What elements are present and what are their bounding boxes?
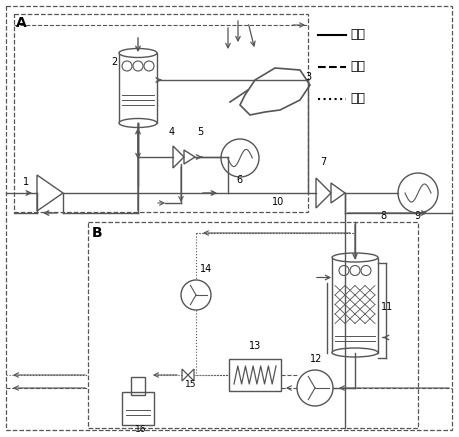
Bar bbox=[332, 257, 378, 353]
Text: 海水: 海水 bbox=[350, 60, 365, 73]
Text: 15: 15 bbox=[185, 380, 196, 389]
Text: A: A bbox=[16, 16, 27, 30]
Text: 3: 3 bbox=[305, 72, 311, 82]
Text: 空气: 空气 bbox=[350, 28, 365, 42]
Text: 10: 10 bbox=[272, 197, 284, 207]
Text: 13: 13 bbox=[249, 341, 261, 351]
Text: B: B bbox=[92, 226, 103, 240]
Bar bbox=[119, 53, 157, 123]
Text: 1: 1 bbox=[23, 177, 29, 187]
Ellipse shape bbox=[332, 348, 378, 357]
Text: 11: 11 bbox=[381, 302, 393, 312]
Text: 12: 12 bbox=[310, 354, 322, 364]
Ellipse shape bbox=[119, 49, 157, 58]
Bar bbox=[131, 377, 145, 395]
Text: 4: 4 bbox=[169, 127, 175, 137]
Text: 5: 5 bbox=[197, 127, 203, 137]
Text: 淡水: 淡水 bbox=[350, 93, 365, 105]
Bar bbox=[122, 392, 154, 425]
Text: 16: 16 bbox=[135, 425, 146, 434]
Polygon shape bbox=[240, 68, 310, 115]
Text: 2: 2 bbox=[111, 57, 117, 67]
Polygon shape bbox=[188, 369, 194, 381]
Text: 8: 8 bbox=[380, 211, 386, 221]
Ellipse shape bbox=[119, 118, 157, 128]
Polygon shape bbox=[182, 369, 188, 381]
Ellipse shape bbox=[332, 253, 378, 262]
Text: 14: 14 bbox=[200, 264, 212, 274]
Text: 9: 9 bbox=[414, 211, 420, 221]
Text: 6: 6 bbox=[236, 175, 242, 185]
Text: 7: 7 bbox=[320, 157, 326, 167]
Bar bbox=[229, 359, 281, 391]
